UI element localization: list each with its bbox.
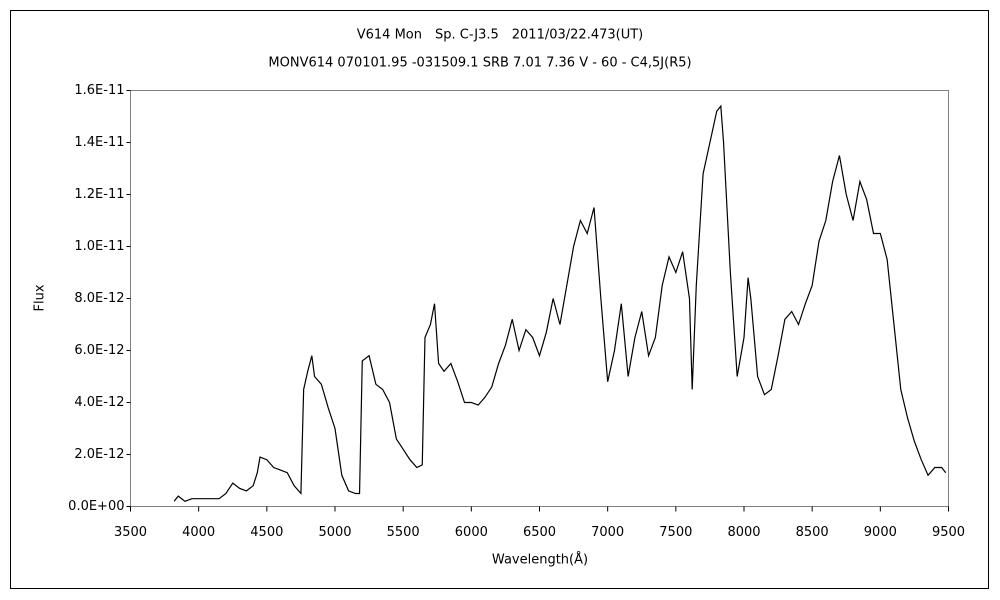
x-tick-label: 8000 [727, 525, 760, 540]
x-tick-label: 7500 [659, 525, 692, 540]
x-tick-label: 4500 [250, 525, 283, 540]
x-tick-label: 6000 [455, 525, 488, 540]
x-tick-label: 8500 [796, 525, 829, 540]
x-tick-label: 3500 [114, 525, 147, 540]
chart-subtitle: MONV614 070101.95 -031509.1 SRB 7.01 7.3… [268, 56, 691, 71]
y-tick-label: 1.4E-11 [74, 135, 124, 150]
chart-title: V614 Mon Sp. C-J3.5 2011/03/22.473(UT) [357, 28, 644, 43]
y-tick-label: 4.0E-12 [74, 395, 124, 410]
x-tick-label: 5000 [318, 525, 351, 540]
x-tick-label: 7000 [591, 525, 624, 540]
y-tick-label: 1.6E-11 [74, 83, 124, 98]
y-tick-label: 6.0E-12 [74, 343, 124, 358]
y-tick-label: 1.0E-11 [74, 239, 124, 254]
x-tick-label: 5500 [387, 525, 420, 540]
plot-area [130, 90, 949, 507]
y-tick-label: 8.0E-12 [74, 291, 124, 306]
y-tick-label: 2.0E-12 [74, 447, 124, 462]
y-tick-label: 0.0E+00 [68, 499, 124, 514]
x-tick-label: 6500 [523, 525, 556, 540]
y-axis-label: Flux [33, 284, 48, 311]
x-axis-label: Wavelength(Å) [492, 552, 588, 568]
spectrum-line [173, 104, 947, 502]
x-tick-label: 9500 [932, 525, 965, 540]
x-tick-label: 9000 [864, 525, 897, 540]
y-tick-label: 1.2E-11 [74, 187, 124, 202]
frame [10, 10, 989, 589]
x-tick-label: 4000 [182, 525, 215, 540]
